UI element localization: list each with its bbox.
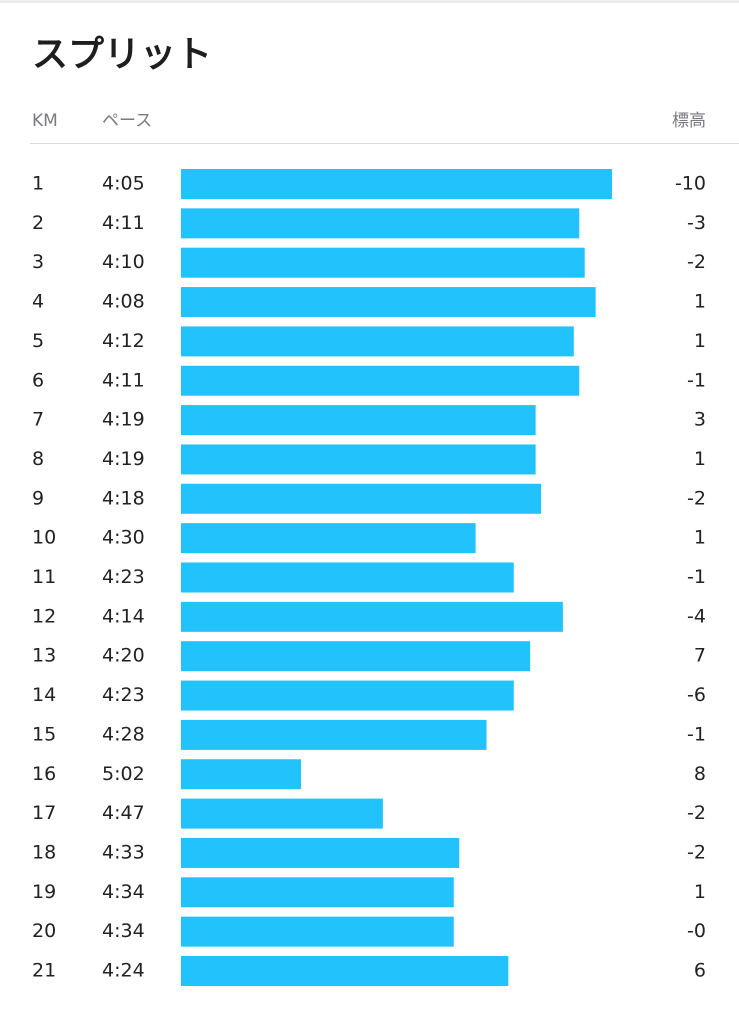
title: スプリット bbox=[32, 34, 212, 75]
pace-cell: 4:11 bbox=[102, 212, 145, 234]
elevation-cell: -1 bbox=[687, 723, 706, 745]
km-cell: 14 bbox=[32, 684, 56, 706]
elevation-cell: -2 bbox=[687, 841, 706, 863]
pace-cell: 4:20 bbox=[102, 645, 145, 667]
pace-bar bbox=[181, 523, 476, 554]
km-cell: 11 bbox=[32, 566, 56, 588]
elevation-cell: 1 bbox=[694, 527, 706, 549]
pace-cell: 4:23 bbox=[102, 566, 145, 588]
pace-cell: 4:12 bbox=[102, 330, 145, 352]
km-cell: 19 bbox=[32, 881, 56, 903]
elevation-cell: 1 bbox=[694, 881, 706, 903]
elevation-cell: -1 bbox=[687, 566, 706, 588]
pace-cell: 4:23 bbox=[102, 684, 145, 706]
pace-bar bbox=[181, 798, 383, 829]
elevation-cell: -2 bbox=[687, 487, 706, 509]
elevation-cell: -0 bbox=[687, 920, 706, 942]
km-cell: 12 bbox=[32, 605, 56, 627]
pace-bar bbox=[181, 483, 542, 514]
elevation-cell: 1 bbox=[694, 291, 706, 313]
elevation-cell: -2 bbox=[687, 802, 706, 824]
km-cell: 13 bbox=[32, 645, 56, 667]
pace-bar bbox=[181, 562, 514, 593]
elevation-cell: -2 bbox=[687, 251, 706, 273]
elevation-cell: -10 bbox=[675, 173, 706, 195]
km-cell: 17 bbox=[32, 802, 56, 824]
pace-cell: 4:19 bbox=[102, 409, 145, 431]
km-cell: 5 bbox=[32, 330, 44, 352]
pace-bar bbox=[181, 719, 487, 750]
elevation-cell: 1 bbox=[694, 448, 706, 470]
pace-cell: 4:18 bbox=[102, 487, 145, 509]
pace-bar bbox=[181, 326, 574, 357]
pace-bar bbox=[181, 759, 302, 790]
pace-cell: 4:19 bbox=[102, 448, 145, 470]
km-cell: 9 bbox=[32, 487, 44, 509]
km-cell: 18 bbox=[32, 841, 56, 863]
km-header: KM bbox=[32, 111, 58, 131]
km-cell: 8 bbox=[32, 448, 44, 470]
pace-cell: 4:14 bbox=[102, 605, 145, 627]
pace-bar bbox=[181, 601, 563, 632]
km-cell: 15 bbox=[32, 723, 56, 745]
pace-cell: 4:28 bbox=[102, 723, 145, 745]
pace-bar bbox=[181, 365, 580, 396]
pace-bar bbox=[181, 169, 612, 199]
pace-bar bbox=[181, 956, 509, 986]
km-cell: 21 bbox=[32, 960, 56, 982]
pace-bar bbox=[181, 680, 514, 711]
pace-cell: 4:34 bbox=[102, 881, 145, 903]
pace-cell: 4:33 bbox=[102, 841, 145, 863]
pace-bar bbox=[181, 641, 531, 672]
km-cell: 16 bbox=[32, 763, 56, 785]
elevation-cell: -4 bbox=[687, 605, 706, 627]
elevation-header: 標高 bbox=[672, 111, 706, 131]
km-cell: 2 bbox=[32, 212, 44, 234]
elevation-cell: 6 bbox=[694, 960, 706, 982]
km-cell: 6 bbox=[32, 369, 44, 391]
pace-bar bbox=[181, 287, 596, 318]
km-cell: 7 bbox=[32, 409, 44, 431]
elevation-cell: 3 bbox=[694, 409, 706, 431]
pace-cell: 5:02 bbox=[102, 763, 145, 785]
pace-bar bbox=[181, 916, 454, 947]
pace-bar bbox=[181, 247, 585, 278]
km-cell: 1 bbox=[32, 173, 44, 195]
km-cell: 4 bbox=[32, 291, 44, 313]
km-cell: 20 bbox=[32, 920, 56, 942]
pace-cell: 4:11 bbox=[102, 369, 145, 391]
pace-header: ペース bbox=[102, 111, 152, 131]
pace-cell: 4:05 bbox=[102, 173, 145, 195]
pace-bar bbox=[181, 877, 454, 908]
pace-cell: 4:47 bbox=[102, 802, 145, 824]
pace-bar bbox=[181, 208, 580, 239]
pace-cell: 4:34 bbox=[102, 920, 145, 942]
km-cell: 3 bbox=[32, 251, 44, 273]
pace-bar bbox=[181, 444, 536, 475]
pace-bar bbox=[181, 405, 536, 436]
pace-bar bbox=[181, 837, 460, 868]
elevation-cell: -3 bbox=[687, 212, 706, 234]
pace-cell: 4:08 bbox=[102, 291, 145, 313]
pace-cell: 4:24 bbox=[102, 960, 145, 982]
pace-cell: 4:30 bbox=[102, 527, 145, 549]
pace-cell: 4:10 bbox=[102, 251, 145, 273]
elevation-cell: 1 bbox=[694, 330, 706, 352]
elevation-cell: 8 bbox=[694, 763, 706, 785]
elevation-cell: -6 bbox=[687, 684, 706, 706]
elevation-cell: 7 bbox=[694, 645, 706, 667]
km-cell: 10 bbox=[32, 527, 56, 549]
elevation-cell: -1 bbox=[687, 369, 706, 391]
